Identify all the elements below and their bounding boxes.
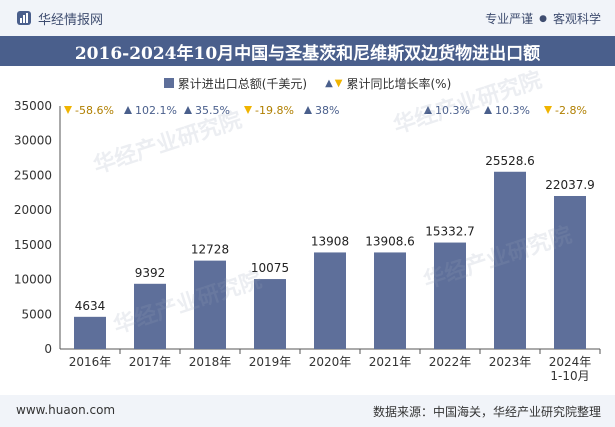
growth-label: 102.1%	[135, 104, 177, 117]
bar	[494, 171, 526, 349]
growth-label: -58.6%	[75, 104, 114, 117]
y-tick-label: 0	[44, 342, 52, 356]
triangle-down-icon: ▼	[334, 77, 343, 89]
tagline-right: 客观科学	[552, 12, 601, 26]
bar-value-label: 12728	[191, 243, 229, 257]
top-bar: 华经情报网 专业严谨 ● 客观科学	[0, 0, 615, 36]
chart-title: 2016-2024年10月中国与圣基茨和尼维斯双边货物进出口额	[0, 36, 615, 66]
legend-label-total: 累计进出口总额(千美元)	[177, 76, 308, 91]
legend-item-total: 累计进出口总额(千美元)	[163, 74, 308, 92]
growth-label: -2.8%	[555, 104, 587, 117]
triangle-up-icon: ▲	[325, 77, 333, 89]
bar-value-label: 15332.7	[425, 225, 475, 239]
bar	[134, 283, 166, 349]
growth-down-icon	[544, 106, 552, 114]
bar	[554, 195, 586, 349]
x-tick-label: 2016年	[69, 355, 112, 369]
growth-label: 38%	[315, 104, 339, 117]
bar-value-label: 4634	[75, 299, 106, 313]
brand: 华经情报网	[16, 9, 104, 28]
bar	[434, 242, 466, 349]
growth-up-icon	[124, 106, 132, 114]
x-tick-label: 1-10月	[550, 369, 589, 383]
growth-up-icon	[184, 106, 192, 114]
growth-down-icon	[64, 106, 72, 114]
bar	[194, 260, 226, 349]
x-tick-label: 2020年	[309, 355, 352, 369]
separator-dot-icon: ●	[539, 13, 547, 24]
bar-value-label: 9392	[135, 266, 166, 280]
x-tick-label: 2019年	[249, 355, 292, 369]
growth-label: -19.8%	[255, 104, 294, 117]
bar	[74, 316, 106, 349]
bar-value-label: 13908	[311, 234, 349, 248]
bar-value-label: 13908.6	[365, 234, 415, 248]
x-tick-label: 2023年	[489, 355, 532, 369]
chart-legend: 累计进出口总额(千美元) ▲ ▼ 累计同比增长率(%)	[0, 74, 615, 92]
x-tick-label: 2021年	[369, 355, 412, 369]
tagline-left: 专业严谨	[485, 12, 534, 26]
x-tick-label: 2024年	[549, 355, 592, 369]
y-tick-label: 5000	[21, 307, 52, 321]
site-link[interactable]: www.huaon.com	[16, 403, 116, 417]
data-source: 数据来源：中国海关，华经产业研究院整理	[372, 405, 601, 419]
footer: www.huaon.com 数据来源：中国海关，华经产业研究院整理	[0, 395, 615, 427]
bar-chart: 0 5000 10000 15000 20000 25000 30000 35000 4634 2…	[14, 99, 601, 383]
legend-item-growth: ▲ ▼ 累计同比增长率(%)	[325, 74, 451, 92]
legend-label-growth: 累计同比增长率(%)	[346, 76, 452, 91]
y-tick-label: 10000	[14, 273, 52, 287]
x-tick-label: 2017年	[129, 355, 172, 369]
y-tick-label: 25000	[14, 168, 52, 182]
growth-label: 10.3%	[495, 104, 530, 117]
bar	[254, 279, 286, 349]
bar	[314, 252, 346, 349]
growth-up-icon	[424, 106, 432, 114]
bar-value-label: 10075	[251, 261, 289, 275]
brand-logo-icon	[17, 11, 31, 25]
y-tick-label: 35000	[14, 99, 52, 113]
bar-value-label: 22037.9	[545, 178, 595, 192]
y-tick-label: 20000	[14, 203, 52, 217]
bar-value-label: 25528.6	[485, 154, 535, 168]
x-tick-label: 2018年	[189, 355, 232, 369]
growth-up-icon	[484, 106, 492, 114]
y-tick-label: 30000	[14, 134, 52, 148]
bar	[374, 252, 406, 349]
growth-down-icon	[244, 106, 252, 114]
growth-label: 10.3%	[435, 104, 470, 117]
x-tick-label: 2022年	[429, 355, 472, 369]
tagline: 专业严谨 ● 客观科学	[485, 10, 601, 27]
legend-bar-swatch-icon	[163, 78, 174, 88]
growth-label: 35.5%	[195, 104, 230, 117]
y-tick-label: 15000	[14, 238, 52, 252]
growth-up-icon	[304, 106, 312, 114]
brand-name: 华经情报网	[38, 12, 104, 28]
